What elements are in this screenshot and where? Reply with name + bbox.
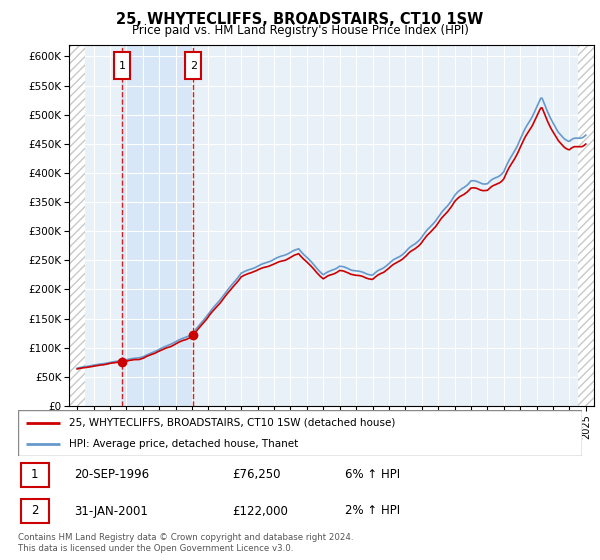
Bar xyxy=(122,45,193,406)
Text: 25, WHYTECLIFFS, BROADSTAIRS, CT10 1SW (detached house): 25, WHYTECLIFFS, BROADSTAIRS, CT10 1SW (… xyxy=(69,418,395,428)
FancyBboxPatch shape xyxy=(185,52,201,79)
Text: £76,250: £76,250 xyxy=(232,468,281,481)
Text: 2: 2 xyxy=(31,505,38,517)
FancyBboxPatch shape xyxy=(21,499,49,523)
Text: 1: 1 xyxy=(31,468,38,481)
FancyBboxPatch shape xyxy=(21,463,49,487)
Text: 31-JAN-2001: 31-JAN-2001 xyxy=(74,505,148,517)
Text: 1: 1 xyxy=(118,60,125,71)
Text: 2: 2 xyxy=(190,60,197,71)
Text: 20-SEP-1996: 20-SEP-1996 xyxy=(74,468,149,481)
FancyBboxPatch shape xyxy=(114,52,130,79)
Text: HPI: Average price, detached house, Thanet: HPI: Average price, detached house, Than… xyxy=(69,439,298,449)
Text: 6% ↑ HPI: 6% ↑ HPI xyxy=(345,468,400,481)
Text: Price paid vs. HM Land Registry's House Price Index (HPI): Price paid vs. HM Land Registry's House … xyxy=(131,24,469,37)
Text: Contains HM Land Registry data © Crown copyright and database right 2024.
This d: Contains HM Land Registry data © Crown c… xyxy=(18,533,353,553)
Text: 25, WHYTECLIFFS, BROADSTAIRS, CT10 1SW: 25, WHYTECLIFFS, BROADSTAIRS, CT10 1SW xyxy=(116,12,484,27)
Text: £122,000: £122,000 xyxy=(232,505,288,517)
Text: 2% ↑ HPI: 2% ↑ HPI xyxy=(345,505,400,517)
FancyBboxPatch shape xyxy=(18,410,582,456)
